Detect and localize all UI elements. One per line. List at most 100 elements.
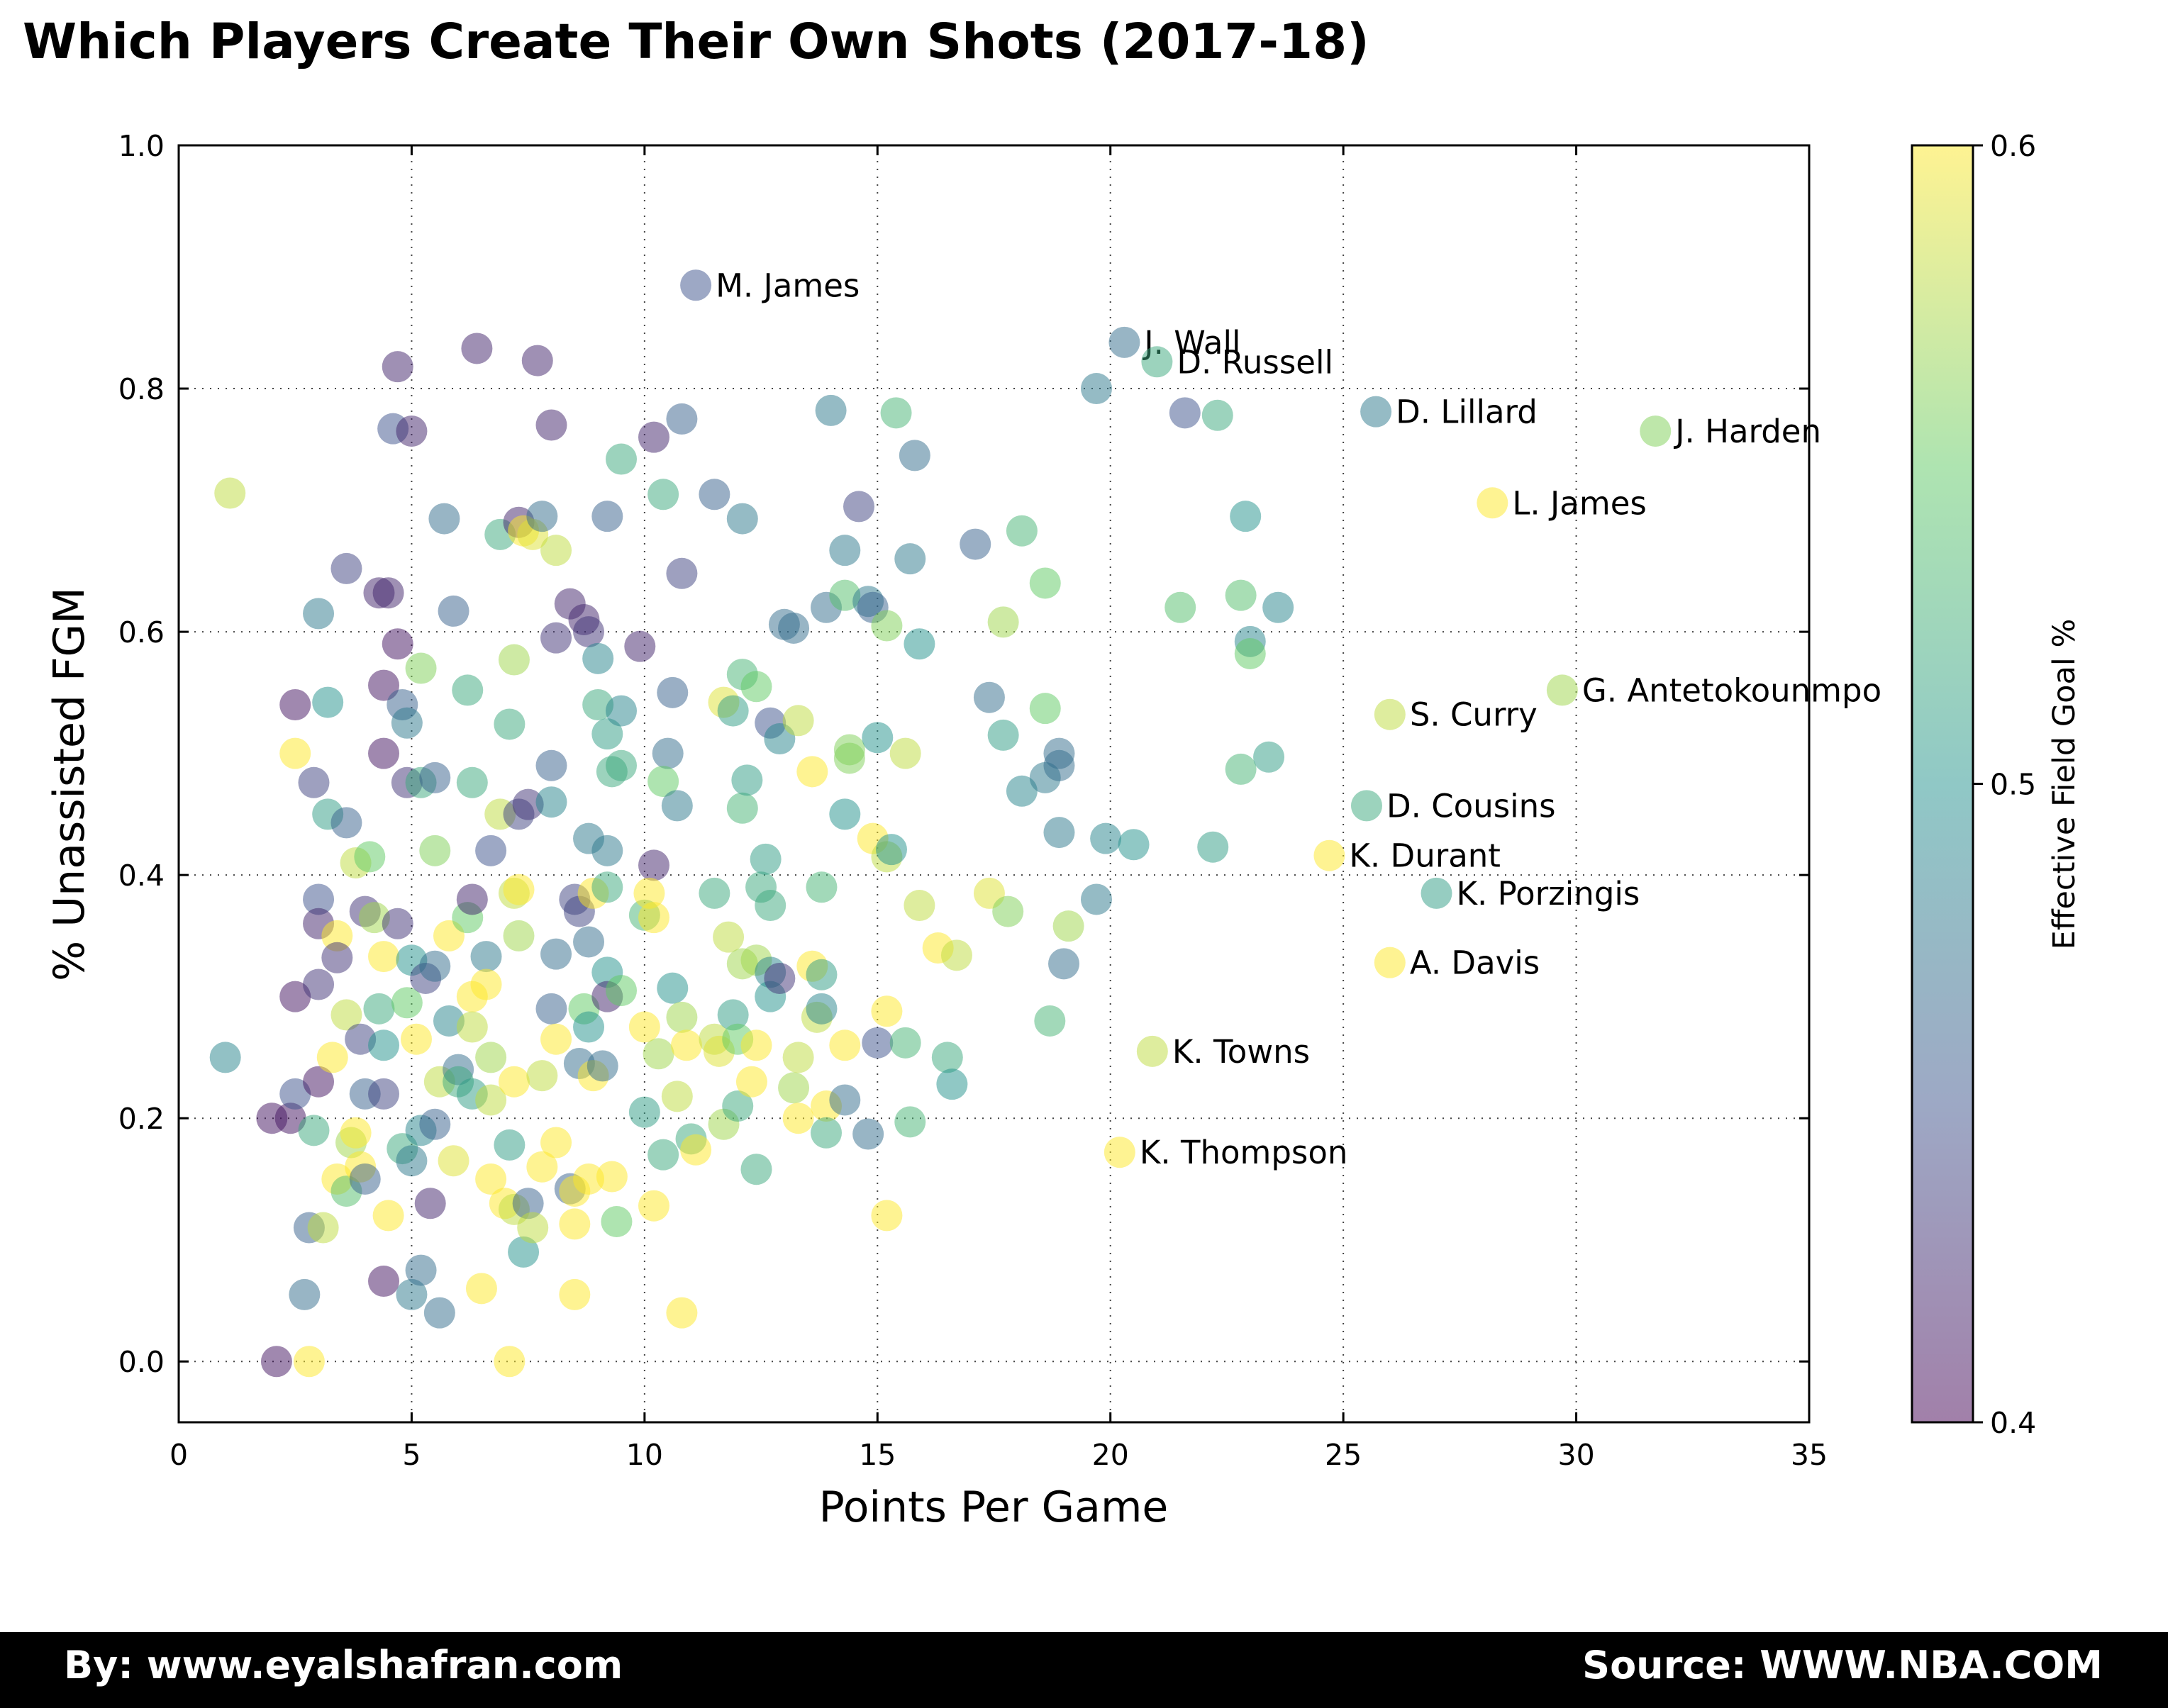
labeled-data-point [1421,877,1452,909]
data-point [806,993,838,1025]
data-point [871,1200,903,1232]
colorbar-ticks: 0.4 0.5 0.6 [1973,129,2036,1440]
data-point [475,835,507,866]
data-point [279,981,311,1012]
data-point [899,440,930,471]
data-point [414,1188,446,1219]
data-point [661,790,693,822]
data-point [782,705,814,737]
data-point [330,807,362,839]
data-point [871,995,903,1027]
labeled-data-point [1108,326,1140,358]
data-point [368,941,400,973]
data-point [904,890,935,922]
data-point [368,737,400,769]
data-point [321,920,353,951]
data-point [638,1190,669,1222]
data-point [461,333,493,364]
footer-bar [0,1632,2168,1708]
data-point [289,1278,321,1310]
data-point [535,993,567,1025]
data-point [628,1096,660,1128]
data-point [829,798,861,830]
labeled-data-point [1141,346,1173,378]
data-point [396,1278,428,1310]
data-point [494,1129,526,1161]
data-point [992,895,1024,927]
data-point [591,718,623,750]
scatter-points [209,333,1294,1378]
data-point [498,1066,530,1098]
data-point [475,1084,507,1116]
data-point [740,1154,772,1185]
data-point [666,1297,698,1329]
data-point [940,939,972,971]
data-point [880,397,912,429]
data-point [796,756,828,788]
data-point [670,1029,702,1061]
data-point [526,1151,558,1183]
data-point [298,1115,330,1146]
data-point [1006,515,1038,547]
data-point [1006,775,1038,807]
data-point [382,908,413,939]
data-point [1201,399,1233,431]
data-point [312,686,344,718]
data-point [372,577,404,609]
data-point [628,1011,660,1043]
data-point [526,501,558,532]
data-point [680,1134,712,1166]
data-point [778,612,810,644]
data-point [540,1127,572,1159]
data-point [740,1029,772,1061]
point-annotation: A. Davis [1410,944,1540,982]
data-point [419,950,451,982]
data-point [475,1042,507,1073]
data-point [699,877,730,909]
point-annotation: K. Durant [1349,837,1501,875]
data-point [657,972,689,1004]
data-point [582,642,614,674]
data-point [875,834,907,866]
x-tick-label: 0 [169,1438,188,1472]
data-point [1029,693,1061,725]
data-point [573,1163,605,1195]
data-point [573,926,605,958]
data-point [405,1254,437,1286]
point-annotation: S. Curry [1410,696,1538,734]
point-annotation: D. Russell [1177,343,1333,381]
data-point [1262,591,1294,623]
data-point [606,695,638,727]
data-point [1197,831,1229,863]
data-point [936,1068,968,1100]
data-point [764,962,796,994]
data-point [862,722,894,754]
data-point [606,749,638,781]
data-point [735,1066,767,1098]
point-annotation: D. Lillard [1396,393,1538,431]
data-point [465,1273,497,1305]
data-point [209,1042,241,1073]
data-point [293,1346,325,1378]
data-point [731,764,763,796]
data-point [606,443,638,475]
data-point [1043,749,1075,781]
data-point [889,737,921,769]
data-point [456,1011,488,1043]
data-point [987,606,1019,638]
labeled-data-point [1374,947,1406,978]
x-axis-label: Points Per Game [819,1483,1169,1532]
labeled-data-point [1313,839,1345,871]
data-point [535,786,567,818]
x-tick-label: 15 [859,1438,896,1472]
data-point [601,1205,633,1237]
data-point [606,975,638,1007]
data-point [871,610,903,642]
data-point [382,351,413,383]
data-point [396,415,428,447]
data-point [540,1023,572,1055]
point-annotation: L. James [1512,484,1647,522]
data-point [1225,753,1257,785]
data-point [330,999,362,1031]
